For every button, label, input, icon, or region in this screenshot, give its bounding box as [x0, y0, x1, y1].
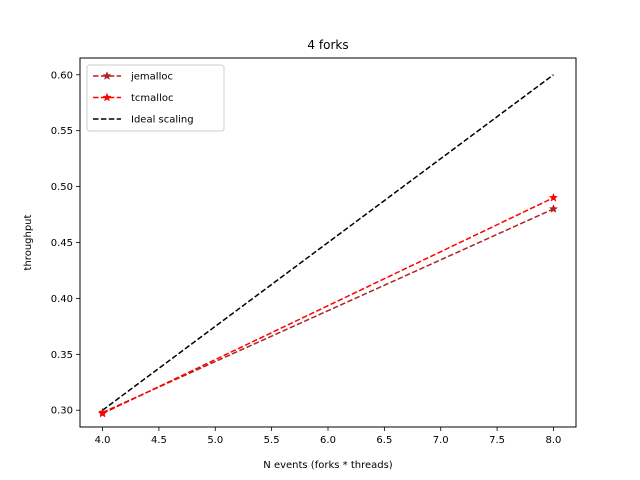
series-line — [102, 197, 554, 415]
legend-box — [86, 64, 225, 132]
chart-title: 4 forks — [307, 38, 348, 52]
x-tick-label: 6.5 — [376, 435, 392, 446]
legend: jemalloc tcmalloc Ideal scaling — [86, 64, 225, 132]
x-tick-label: 4.0 — [95, 435, 111, 446]
series-line — [102, 208, 554, 414]
y-tick-label: 0.45 — [51, 238, 73, 249]
x-tick-label: 5.5 — [264, 435, 280, 446]
y-tick-label: 0.60 — [51, 70, 73, 81]
x-tick-label: 8.0 — [546, 435, 562, 446]
series-line — [102, 74, 554, 411]
x-axis-label: N events (forks * threads) — [263, 460, 393, 471]
y-tick-label: 0.55 — [51, 126, 73, 137]
y-tick-label: 0.30 — [51, 406, 73, 417]
x-tick-label: 7.5 — [489, 435, 505, 446]
legend-label: tcmalloc — [131, 93, 173, 104]
x-tick-label: 6.0 — [320, 435, 336, 446]
legend-label: Ideal scaling — [131, 115, 194, 126]
x-tick-label: 4.5 — [151, 435, 167, 446]
legend-marker — [102, 71, 112, 80]
y-axis-label: throughput — [23, 214, 34, 270]
plot-area — [97, 74, 559, 418]
series-point — [97, 408, 108, 418]
y-tick-label: 0.50 — [51, 182, 73, 193]
axis-ticks: 4.0 4.5 5.0 5.5 6.0 6.5 7.0 7.5 8.0 0.30 0.35 0.40 0… — [51, 70, 562, 446]
series-point — [548, 204, 559, 213]
legend-marker — [102, 92, 112, 102]
y-tick-label: 0.40 — [51, 294, 73, 305]
x-tick-label: 7.0 — [433, 435, 449, 446]
legend-label: jemalloc — [130, 72, 173, 83]
x-tick-label: 5.0 — [207, 435, 223, 446]
series-point — [548, 192, 559, 202]
y-tick-label: 0.35 — [51, 350, 73, 361]
